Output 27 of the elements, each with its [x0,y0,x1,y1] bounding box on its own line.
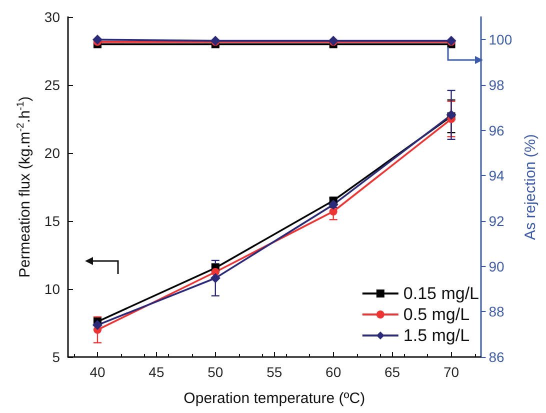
y2-tick-label: 88 [488,304,505,320]
y2-tick-label: 98 [488,77,505,93]
y2-tick-label: 86 [488,349,505,365]
x-axis-title: Operation temperature (ºC) [184,390,366,407]
x-tick-label: 70 [443,364,460,380]
y-axis-title: Permeation flux (kg.m-2.h-1) [16,96,34,278]
y2-tick-label: 92 [488,213,505,229]
x-tick-label: 60 [326,364,342,380]
y-tick-label: 20 [44,145,60,161]
y-tick-label: 10 [44,281,60,297]
x-tick-label: 55 [266,364,282,380]
y2-tick-label: 94 [488,168,505,184]
x-tick-label: 45 [148,364,164,380]
y-tick-label: 25 [44,77,60,93]
y2-tick-label: 100 [488,32,512,48]
legend-label: 1.5 mg/L [403,326,470,345]
y2-tick-label: 96 [488,122,505,138]
x-tick-label: 50 [208,364,224,380]
y-tick-label: 30 [44,9,60,25]
legend-label: 0.15 mg/L [403,284,480,303]
y-tick-label: 15 [44,213,60,229]
y2-axis-title: As rejection (%) [522,134,539,240]
x-tick-label: 65 [384,364,400,380]
y2-tick-label: 90 [488,258,505,274]
legend-label: 0.5 mg/L [403,305,470,324]
x-tick-label: 40 [90,364,106,380]
y-tick-label: 5 [52,349,60,365]
